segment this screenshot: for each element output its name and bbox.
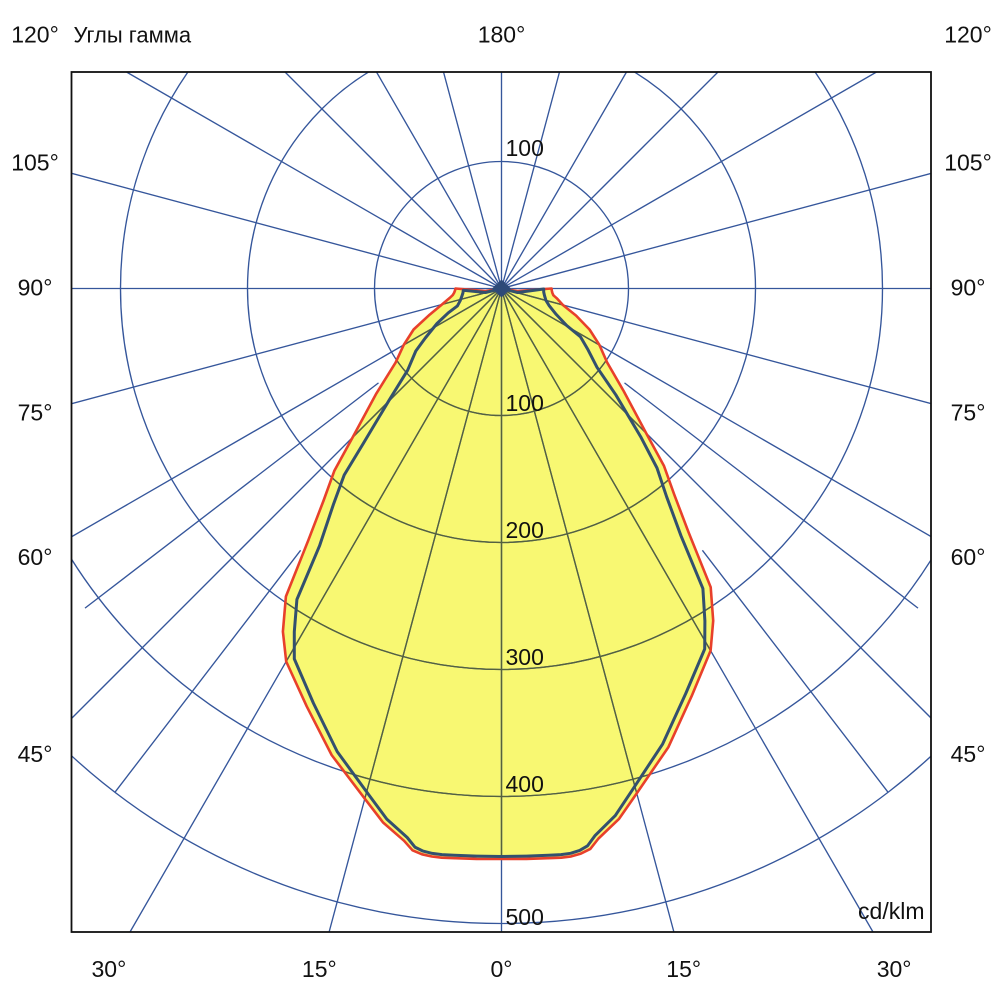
svg-text:100: 100: [506, 390, 544, 416]
svg-text:90°: 90°: [951, 275, 986, 301]
svg-text:75°: 75°: [951, 400, 986, 426]
svg-text:100: 100: [506, 135, 544, 161]
svg-text:90°: 90°: [18, 275, 53, 301]
svg-text:15°: 15°: [666, 956, 701, 982]
svg-text:105°: 105°: [11, 150, 59, 176]
svg-text:75°: 75°: [18, 400, 53, 426]
svg-text:30°: 30°: [92, 956, 127, 982]
svg-text:Углы гамма: Углы гамма: [74, 23, 192, 48]
svg-text:30°: 30°: [877, 956, 912, 982]
svg-text:200: 200: [506, 517, 544, 543]
svg-text:180°: 180°: [478, 22, 526, 48]
svg-text:120°: 120°: [944, 22, 992, 48]
svg-text:300: 300: [506, 644, 544, 670]
svg-text:45°: 45°: [951, 741, 986, 767]
svg-text:105°: 105°: [944, 150, 992, 176]
svg-text:60°: 60°: [951, 544, 986, 570]
svg-text:cd/klm: cd/klm: [858, 898, 924, 924]
svg-text:120°: 120°: [11, 22, 59, 48]
svg-text:45°: 45°: [18, 741, 53, 767]
svg-text:0°: 0°: [491, 956, 513, 982]
svg-text:400: 400: [506, 771, 544, 797]
svg-text:60°: 60°: [18, 544, 53, 570]
svg-text:15°: 15°: [302, 956, 337, 982]
svg-text:500: 500: [506, 904, 544, 930]
